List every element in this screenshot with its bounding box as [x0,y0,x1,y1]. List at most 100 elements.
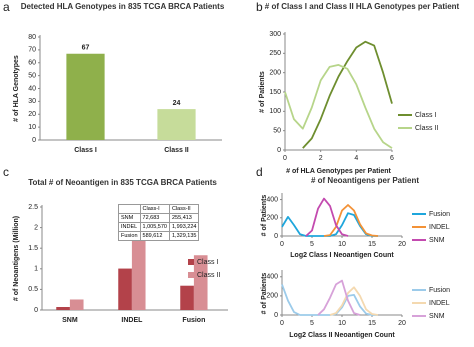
table-header-cell: Class-II [168,204,200,214]
y-axis-label: # of Patients [261,273,268,315]
series-line [305,197,349,237]
series-line [302,40,393,149]
table-cell: 1,993,224 [168,222,200,232]
panel-label: b [256,0,263,14]
x-tick-label: Class II [164,147,189,154]
x-axis-label: Log2 Class I Neoantigen Count [290,252,394,259]
table-cell: 72,683 [139,213,170,223]
y-tick-label: 30 [28,98,36,105]
y-axis-label: # of Patients [259,71,266,113]
x-tick-label: 20 [398,320,406,327]
y-tick-label: 1.5 [28,245,38,252]
x-tick-label: 5 [310,320,314,327]
y-axis-label: # of Patients [261,195,268,237]
bar [66,53,105,140]
x-tick-label: 15 [368,241,376,248]
y-tick-label: 100 [269,108,281,115]
series-line [317,279,361,316]
y-tick-label: 0 [32,137,36,144]
table-cell: 255,413 [168,213,200,223]
legend-swatch [188,272,194,278]
table-cell: 1,005,570 [139,222,170,232]
y-tick-label: 200 [266,293,278,300]
legend-label: SNM [429,313,445,320]
table-cell: 589,612 [139,231,170,241]
series-line [281,212,378,237]
y-tick-label: 20 [28,111,36,118]
y-tick-label: 1 [34,266,38,273]
bar [157,109,196,140]
y-tick-label: 400 [266,274,278,281]
y-tick-label: 40 [28,85,36,92]
table-row: INDEL 1,005,570 1,993,224 [118,222,200,232]
legend-label: INDEL [429,300,450,307]
y-tick-label: 0 [34,307,38,314]
bar [180,285,194,310]
y-tick-label: 50 [273,128,281,135]
bar [131,227,146,310]
x-tick-label: 6 [390,155,394,162]
x-tick-label: 0 [280,320,284,327]
chart-title: # of Neoantigens per Patient [310,176,420,185]
legend-label: Fusion [429,287,450,294]
x-tick-label: Class I [74,147,97,154]
chart-title: # of Class I and Class II HLA Genotypes … [264,2,460,11]
x-tick-label: 5 [310,241,314,248]
y-axis-label: # of HLA Genotypes [13,55,20,122]
y-tick-label: 0.5 [28,286,38,293]
y-tick-label: 200 [269,70,281,77]
table-cell: 1,329,135 [168,231,200,241]
chart-title: Total # of Neoantigen in 835 TCGA BRCA P… [28,178,217,187]
x-tick-label: 0 [280,241,284,248]
chart-title: Detected HLA Genotypes in 835 TCGA BRCA … [20,2,225,11]
table-cell: Fusion [118,231,141,241]
data-label: 67 [82,45,90,52]
x-tick-label: 20 [398,241,406,248]
y-tick-label: 50 [28,72,36,79]
series-line [323,204,379,237]
y-tick-label: 400 [266,196,278,203]
data-label: 24 [173,100,181,107]
legend-label: Class I [415,112,436,119]
bar [118,268,132,310]
x-tick-label: 4 [354,155,358,162]
y-tick-label: 60 [28,60,36,67]
legend-label: INDEL [429,224,450,231]
x-tick-label: 15 [368,320,376,327]
panel-label: d [256,165,263,179]
table-corner [118,204,141,214]
y-tick-label: 10 [28,124,36,131]
y-tick-label: 0 [277,147,281,154]
bar [56,307,70,310]
table-header: Class-I Class-II [118,204,200,214]
x-tick-label: SNM [62,317,78,324]
y-tick-label: 0 [274,233,278,240]
data-table: Class-I Class-II SNM 72,683 255,413 INDEL 1,00… [118,204,200,241]
y-tick-label: 2.5 [28,204,38,211]
table-cell: SNM [118,213,141,223]
legend-swatch [188,259,194,265]
legend-label: Fusion [429,211,450,218]
bar [69,299,84,310]
y-tick-label: 300 [269,31,281,38]
bar [193,255,208,310]
legend-label: SNM [429,237,445,244]
y-tick-label: 70 [28,47,36,54]
legend-label: Class I [197,259,218,266]
panel-label: c [3,165,9,179]
x-axis-label: # of HLA Genotypes per Patient [286,168,391,175]
x-axis-label: Log2 Class II Neoantigen Count [289,332,395,339]
x-tick-label: 0 [283,155,287,162]
panel-label: a [3,0,10,14]
x-tick-label: Fusion [182,317,205,324]
y-axis-label: # of Neoantigens (Million) [13,216,20,301]
y-tick-label: 2 [34,224,38,231]
series-line [284,64,393,149]
x-tick-label: INDEL [121,317,143,324]
table-cell: INDEL [118,222,141,232]
y-tick-label: 250 [269,50,281,57]
x-tick-label: 2 [319,155,323,162]
y-tick-label: 0 [274,312,278,319]
legend-label: Class II [197,272,220,279]
